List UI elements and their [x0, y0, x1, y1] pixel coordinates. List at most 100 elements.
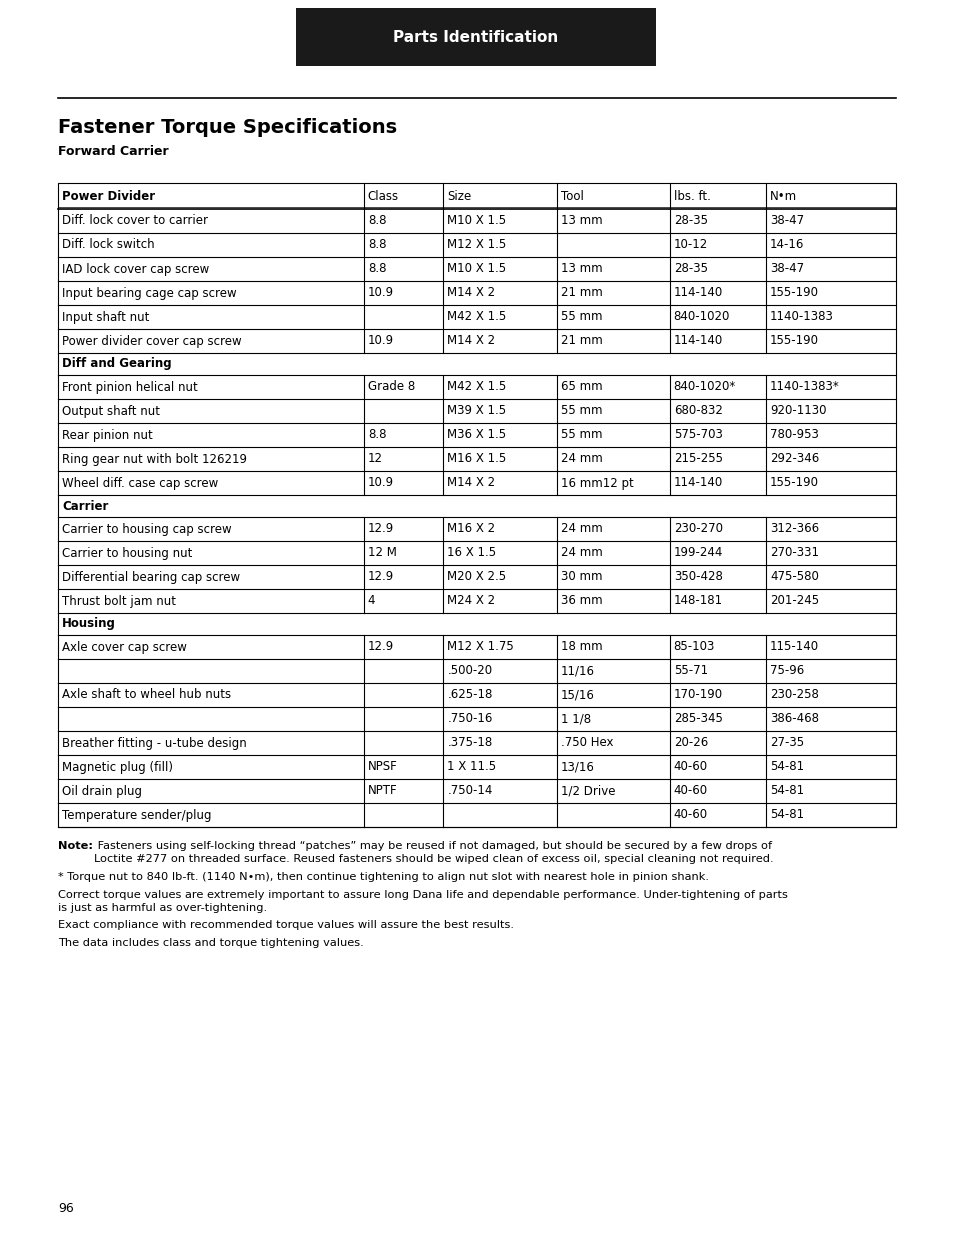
Text: 55 mm: 55 mm — [560, 429, 601, 441]
Text: Oil drain plug: Oil drain plug — [62, 784, 142, 798]
Text: 21 mm: 21 mm — [560, 335, 601, 347]
Text: 8.8: 8.8 — [368, 215, 386, 227]
Text: 115-140: 115-140 — [769, 641, 819, 653]
Text: 10.9: 10.9 — [368, 477, 394, 489]
Text: 8.8: 8.8 — [368, 429, 386, 441]
Text: 55 mm: 55 mm — [560, 310, 601, 324]
Text: M12 X 1.5: M12 X 1.5 — [447, 238, 506, 252]
Text: 155-190: 155-190 — [769, 335, 819, 347]
Text: 40-60: 40-60 — [673, 809, 707, 821]
Text: Ring gear nut with bolt 126219: Ring gear nut with bolt 126219 — [62, 452, 247, 466]
Text: 28-35: 28-35 — [673, 215, 707, 227]
Text: * Torque nut to 840 lb-ft. (1140 N•m), then continue tightening to align nut slo: * Torque nut to 840 lb-ft. (1140 N•m), t… — [58, 872, 708, 882]
Text: .750 Hex: .750 Hex — [560, 736, 613, 750]
Text: 27-35: 27-35 — [769, 736, 803, 750]
Text: 201-245: 201-245 — [769, 594, 819, 608]
Text: is just as harmful as over-tightening.: is just as harmful as over-tightening. — [58, 903, 267, 913]
Text: 4: 4 — [368, 594, 375, 608]
Text: Breather fitting - u-tube design: Breather fitting - u-tube design — [62, 736, 247, 750]
Text: 1140-1383: 1140-1383 — [769, 310, 833, 324]
Text: M10 X 1.5: M10 X 1.5 — [447, 263, 506, 275]
Text: 38-47: 38-47 — [769, 263, 803, 275]
Text: Temperature sender/plug: Temperature sender/plug — [62, 809, 212, 821]
Text: .750-16: .750-16 — [447, 713, 493, 725]
Text: 170-190: 170-190 — [673, 688, 722, 701]
Text: 350-428: 350-428 — [673, 571, 721, 583]
Text: Power Divider: Power Divider — [62, 189, 155, 203]
Text: 30 mm: 30 mm — [560, 571, 601, 583]
Text: 920-1130: 920-1130 — [769, 405, 825, 417]
Text: Carrier: Carrier — [62, 499, 109, 513]
Text: Differential bearing cap screw: Differential bearing cap screw — [62, 571, 240, 583]
Text: 1 1/8: 1 1/8 — [560, 713, 590, 725]
Text: Exact compliance with recommended torque values will assure the best results.: Exact compliance with recommended torque… — [58, 920, 514, 930]
Text: 155-190: 155-190 — [769, 477, 819, 489]
Text: Correct torque values are extremely important to assure long Dana life and depen: Correct torque values are extremely impo… — [58, 889, 787, 899]
Text: M42 X 1.5: M42 X 1.5 — [447, 380, 506, 394]
Text: Forward Carrier: Forward Carrier — [58, 144, 169, 158]
Text: NPSF: NPSF — [368, 761, 397, 773]
Text: 54-81: 54-81 — [769, 809, 803, 821]
Text: 65 mm: 65 mm — [560, 380, 601, 394]
Text: 14-16: 14-16 — [769, 238, 803, 252]
Text: Output shaft nut: Output shaft nut — [62, 405, 160, 417]
Text: 230-258: 230-258 — [769, 688, 818, 701]
Text: 28-35: 28-35 — [673, 263, 707, 275]
Text: 12 M: 12 M — [368, 547, 396, 559]
Text: Parts Identification: Parts Identification — [393, 30, 558, 44]
Text: 148-181: 148-181 — [673, 594, 722, 608]
Text: M36 X 1.5: M36 X 1.5 — [447, 429, 506, 441]
Text: IAD lock cover cap screw: IAD lock cover cap screw — [62, 263, 209, 275]
Text: Diff. lock switch: Diff. lock switch — [62, 238, 154, 252]
Bar — [58, 183, 895, 827]
Text: 285-345: 285-345 — [673, 713, 721, 725]
Text: 11/16: 11/16 — [560, 664, 594, 678]
Text: M14 X 2: M14 X 2 — [447, 287, 496, 300]
Text: .500-20: .500-20 — [447, 664, 492, 678]
Text: Loctite #277 on threaded surface. Reused fasteners should be wiped clean of exce: Loctite #277 on threaded surface. Reused… — [94, 855, 773, 864]
Text: 1 X 11.5: 1 X 11.5 — [447, 761, 497, 773]
Text: 155-190: 155-190 — [769, 287, 819, 300]
Text: 13 mm: 13 mm — [560, 263, 601, 275]
Text: Axle shaft to wheel hub nuts: Axle shaft to wheel hub nuts — [62, 688, 231, 701]
Text: 680-832: 680-832 — [673, 405, 721, 417]
Text: 114-140: 114-140 — [673, 477, 722, 489]
Text: 1140-1383*: 1140-1383* — [769, 380, 839, 394]
Text: 24 mm: 24 mm — [560, 522, 601, 536]
Text: M12 X 1.75: M12 X 1.75 — [447, 641, 514, 653]
Text: 21 mm: 21 mm — [560, 287, 601, 300]
Text: 13/16: 13/16 — [560, 761, 594, 773]
Text: M20 X 2.5: M20 X 2.5 — [447, 571, 506, 583]
Text: Wheel diff. case cap screw: Wheel diff. case cap screw — [62, 477, 218, 489]
Text: 114-140: 114-140 — [673, 287, 722, 300]
Text: Rear pinion nut: Rear pinion nut — [62, 429, 152, 441]
Text: The data includes class and torque tightening values.: The data includes class and torque tight… — [58, 939, 363, 948]
Text: 36 mm: 36 mm — [560, 594, 601, 608]
Text: 38-47: 38-47 — [769, 215, 803, 227]
Text: Tool: Tool — [560, 189, 583, 203]
Text: 12.9: 12.9 — [368, 522, 394, 536]
Text: 292-346: 292-346 — [769, 452, 819, 466]
Text: 575-703: 575-703 — [673, 429, 721, 441]
Text: 24 mm: 24 mm — [560, 452, 601, 466]
Text: 40-60: 40-60 — [673, 784, 707, 798]
Text: 840-1020: 840-1020 — [673, 310, 729, 324]
Text: 114-140: 114-140 — [673, 335, 722, 347]
Text: .625-18: .625-18 — [447, 688, 493, 701]
Text: 8.8: 8.8 — [368, 238, 386, 252]
Text: 24 mm: 24 mm — [560, 547, 601, 559]
Text: 10.9: 10.9 — [368, 287, 394, 300]
Text: 12.9: 12.9 — [368, 641, 394, 653]
Text: 75-96: 75-96 — [769, 664, 803, 678]
Text: NPTF: NPTF — [368, 784, 397, 798]
Text: Housing: Housing — [62, 618, 115, 631]
Text: Fastener Torque Specifications: Fastener Torque Specifications — [58, 119, 396, 137]
Text: 16 X 1.5: 16 X 1.5 — [447, 547, 497, 559]
Text: M16 X 2: M16 X 2 — [447, 522, 496, 536]
Text: Input bearing cage cap screw: Input bearing cage cap screw — [62, 287, 236, 300]
Text: 20-26: 20-26 — [673, 736, 707, 750]
Text: Front pinion helical nut: Front pinion helical nut — [62, 380, 197, 394]
Text: M16 X 1.5: M16 X 1.5 — [447, 452, 506, 466]
Text: 8.8: 8.8 — [368, 263, 386, 275]
Text: 1/2 Drive: 1/2 Drive — [560, 784, 615, 798]
